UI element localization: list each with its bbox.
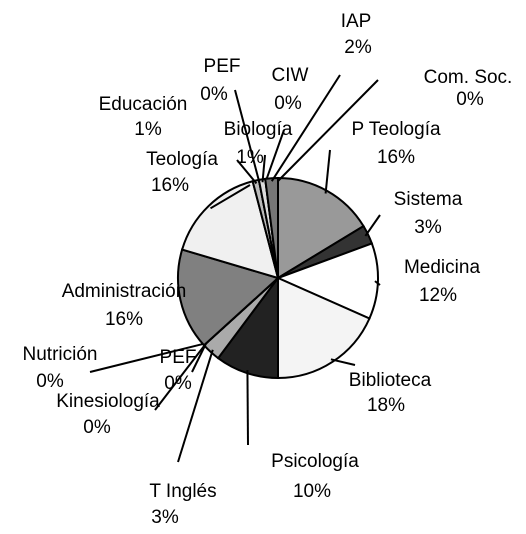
slice-percent: 0% (274, 93, 302, 114)
slice-label: Biología (224, 119, 293, 140)
pie-slice (277, 276, 371, 380)
slice-label: Administración (62, 281, 187, 302)
slice-percent: 0% (200, 84, 228, 105)
slice-percent: 3% (151, 507, 179, 528)
slice-label: Educación (99, 94, 188, 115)
slice-label: Kinesiología (56, 391, 160, 412)
leader-line (261, 154, 266, 183)
pie-slice (277, 176, 365, 280)
slice-percent: 2% (344, 37, 372, 58)
leader-line (330, 358, 356, 366)
leader-line (210, 184, 251, 210)
slice-percent: 16% (151, 175, 189, 196)
slice-percent: 0% (164, 373, 192, 394)
slice-percent: 18% (367, 395, 405, 416)
slice-percent: 16% (105, 309, 143, 330)
leader-line (270, 74, 341, 182)
leader-line (177, 349, 214, 463)
slice-label: Medicina (404, 257, 480, 278)
pie-slice (275, 242, 379, 320)
slice-percent: 0% (83, 417, 111, 438)
slice-label: IAP (341, 11, 372, 32)
slice-percent: 0% (36, 371, 64, 392)
slice-percent: 3% (414, 217, 442, 238)
slice-label: Nutrición (23, 344, 98, 365)
leader-line (277, 79, 379, 182)
slice-label: CIW (272, 65, 309, 86)
pie-slice (177, 248, 280, 347)
slice-percent: 1% (236, 147, 264, 168)
leader-line (324, 149, 331, 194)
slice-label: Biblioteca (349, 370, 432, 391)
slice-label: Teología (146, 149, 218, 170)
slice-label: T Inglés (149, 481, 216, 502)
leader-line (234, 89, 261, 184)
slice-percent: 16% (377, 147, 415, 168)
leader-line (154, 342, 207, 411)
leader-line (264, 129, 285, 183)
slice-percent: 10% (293, 481, 331, 502)
leader-line (191, 342, 208, 373)
pie-slice (180, 180, 280, 280)
leader-line (89, 342, 207, 373)
slice-percent: 0% (456, 89, 484, 110)
leader-line (364, 214, 381, 237)
slice-percent: 1% (134, 119, 162, 140)
slice-label: Sistema (394, 189, 463, 210)
leader-line (236, 159, 258, 185)
leader-line (374, 280, 381, 286)
slice-label: PEF (204, 56, 241, 77)
slice-label: Psicología (271, 451, 359, 472)
slice-percent: 12% (419, 285, 457, 306)
slice-label: P Teología (351, 119, 441, 140)
slice-label: Com. Soc. (424, 67, 513, 88)
leader-line (246, 370, 249, 446)
